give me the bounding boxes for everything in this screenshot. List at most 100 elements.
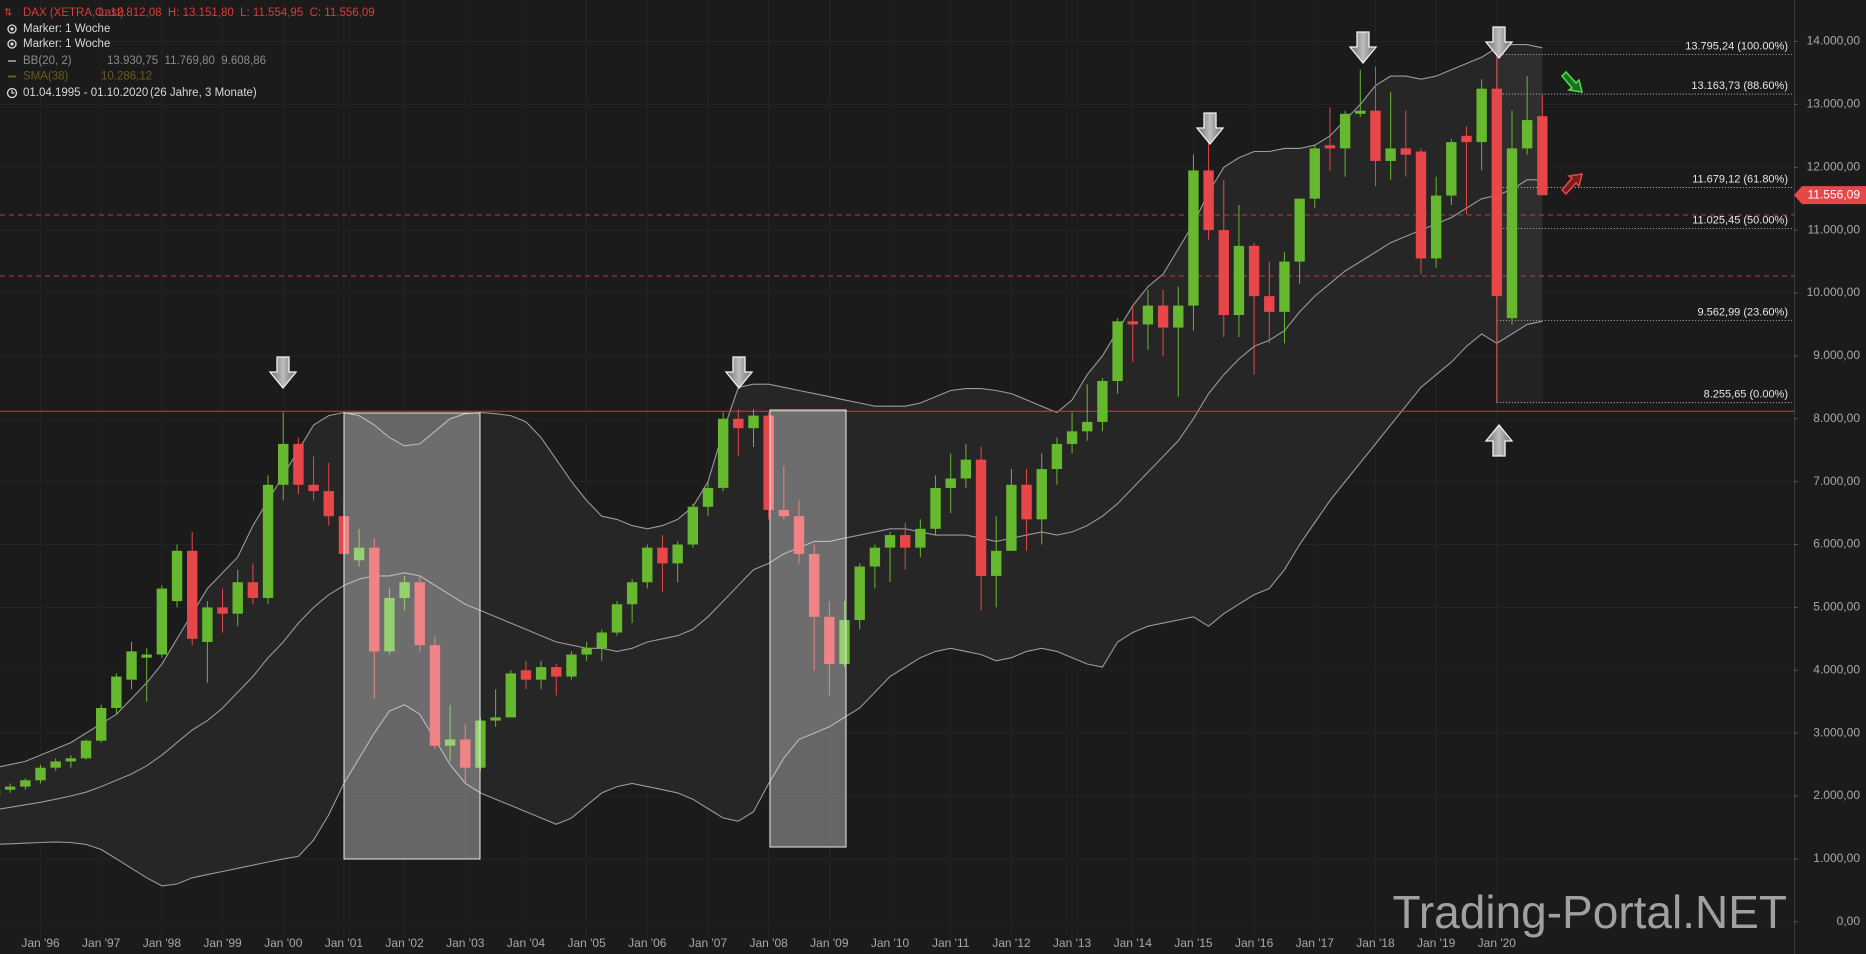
candle-body bbox=[460, 739, 471, 768]
marker-icon bbox=[10, 27, 14, 31]
candle-body bbox=[1446, 142, 1457, 196]
candle-body bbox=[733, 418, 744, 429]
candle-body bbox=[930, 487, 941, 529]
x-tick-label: Jan '17 bbox=[1296, 936, 1335, 950]
candle-body bbox=[1400, 148, 1412, 155]
x-tick-label: Jan '00 bbox=[264, 936, 303, 950]
x-tick-label: Jan '08 bbox=[750, 936, 789, 950]
bollinger-lower bbox=[0, 320, 1543, 887]
candle-body bbox=[1491, 88, 1503, 297]
candle-body bbox=[50, 761, 61, 768]
candle-body bbox=[323, 491, 334, 517]
candle-body bbox=[596, 632, 607, 649]
candle-body bbox=[353, 547, 365, 561]
candle-body bbox=[156, 588, 168, 655]
candle-body bbox=[35, 767, 46, 781]
candle-body bbox=[1476, 88, 1487, 143]
y-tick-label: 8.000,00 bbox=[1813, 411, 1860, 425]
header: ⇅ DAX (XETRA, Last) O: 12.812,08 H: 13.1… bbox=[4, 7, 375, 99]
x-tick-label: Jan '18 bbox=[1356, 936, 1395, 950]
candle-body bbox=[900, 535, 911, 548]
sell-arrow bbox=[1560, 173, 1584, 196]
x-tick-label: Jan '05 bbox=[567, 936, 606, 950]
x-tick-label: Jan '03 bbox=[446, 936, 485, 950]
indicator-name: BB(20, 2) bbox=[23, 55, 72, 67]
highlight-box bbox=[343, 412, 481, 860]
candle-body bbox=[1355, 110, 1366, 114]
candle-body bbox=[1097, 381, 1108, 422]
candle-body bbox=[1521, 120, 1533, 149]
candle-body bbox=[1248, 245, 1260, 297]
candle-body bbox=[1051, 443, 1063, 470]
x-tick-label: Jan '06 bbox=[628, 936, 667, 950]
candle-body bbox=[1294, 198, 1305, 262]
candle-body bbox=[1173, 305, 1184, 328]
marker-label: Marker: 1 Woche bbox=[23, 38, 110, 50]
fib-label: 13.163,73 (88.60%) bbox=[1691, 80, 1788, 92]
candle-body bbox=[187, 550, 198, 639]
candle-body bbox=[505, 673, 516, 718]
quote: O: 12.812,08 H: 13.151,80 L: 11.554,95 C… bbox=[95, 7, 375, 19]
marker-label: Marker: 1 Woche bbox=[23, 23, 110, 35]
instrument-icon: ⇅ bbox=[4, 8, 12, 19]
fib-label: 13.795,24 (100.00%) bbox=[1685, 40, 1788, 52]
candle-body bbox=[171, 550, 183, 602]
candle-body bbox=[672, 544, 683, 564]
candle-body bbox=[793, 516, 805, 554]
candle-body bbox=[520, 670, 532, 680]
period-note: (26 Jahre, 3 Monate) bbox=[150, 87, 257, 99]
candle-body bbox=[95, 707, 107, 741]
candle-body bbox=[1006, 484, 1017, 551]
candle-body bbox=[945, 478, 956, 488]
candle-body bbox=[581, 648, 592, 655]
candle-body bbox=[535, 667, 547, 680]
candle-body bbox=[414, 582, 425, 646]
candle-body bbox=[1066, 431, 1078, 444]
watermark: Trading-Portal.NET bbox=[1392, 886, 1787, 938]
candle-body bbox=[839, 619, 850, 664]
fib-label: 11.025,45 (50.00%) bbox=[1692, 214, 1788, 226]
candle-body bbox=[566, 654, 577, 677]
y-tick-label: 5.000,00 bbox=[1813, 600, 1860, 614]
candle-body bbox=[1157, 305, 1169, 328]
x-tick-label: Jan '98 bbox=[143, 936, 182, 950]
fib-label: 9.562,99 (23.60%) bbox=[1697, 306, 1788, 318]
candle-body bbox=[1309, 148, 1320, 199]
candle-body bbox=[1218, 230, 1229, 316]
candle-body bbox=[1036, 469, 1047, 520]
marker-icon bbox=[7, 24, 17, 34]
y-tick-label: 13.000,00 bbox=[1807, 97, 1861, 111]
candle-body bbox=[65, 758, 77, 762]
candle-body bbox=[763, 415, 774, 510]
bollinger-upper bbox=[0, 44, 1543, 768]
highlight-box bbox=[769, 409, 847, 848]
candle-body bbox=[702, 487, 714, 507]
marker-icon bbox=[7, 39, 17, 49]
candle-body bbox=[1233, 245, 1245, 316]
indicator-readout: 13.930,75 11.769,80 9.608,86 bbox=[107, 55, 266, 67]
fib-zone bbox=[1496, 54, 1543, 403]
last-price-tag bbox=[1794, 186, 1866, 205]
candle-body bbox=[1021, 484, 1032, 520]
candle-body bbox=[854, 566, 865, 620]
candle-body bbox=[960, 459, 972, 479]
x-tick-label: Jan '12 bbox=[992, 936, 1031, 950]
chart-title: DAX (XETRA, Last) bbox=[23, 7, 124, 19]
x-tick-label: Jan '99 bbox=[203, 936, 242, 950]
x-tick-label: Jan '20 bbox=[1478, 936, 1517, 950]
fib-label: 11.679,12 (61.80%) bbox=[1692, 173, 1788, 185]
candle-body bbox=[1188, 170, 1199, 306]
candle-body bbox=[1385, 148, 1396, 161]
indicator-name: SMA(38) bbox=[23, 71, 69, 83]
x-tick-label: Jan '10 bbox=[871, 936, 910, 950]
x-tick-label: Jan '15 bbox=[1174, 936, 1213, 950]
candle-body bbox=[1324, 145, 1336, 149]
y-tick-label: 10.000,00 bbox=[1807, 285, 1861, 299]
candle-body bbox=[1537, 116, 1548, 196]
candle-body bbox=[975, 459, 987, 576]
buy-arrow bbox=[1560, 70, 1584, 93]
candle-body bbox=[1430, 195, 1442, 259]
candle-body bbox=[657, 547, 668, 564]
candle-body bbox=[111, 676, 122, 708]
